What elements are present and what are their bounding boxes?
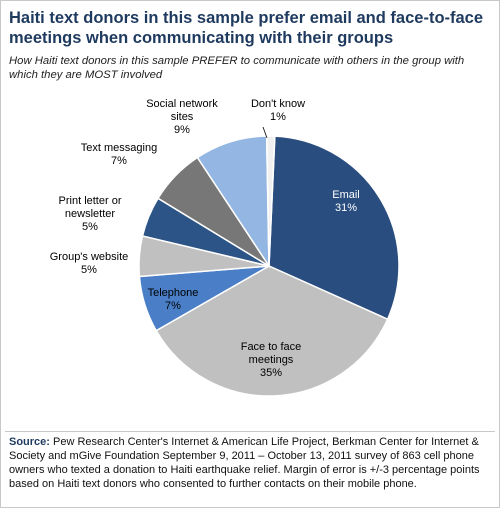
slice-label-line: 7%: [165, 300, 181, 312]
leader-line-dont-know: [262, 126, 268, 139]
slice-label-line: Text messaging: [81, 142, 157, 154]
slice-label-line: meetings: [249, 354, 294, 366]
slice-label-line: Email: [332, 189, 360, 201]
divider: [5, 431, 495, 432]
chart-title-line-1: Haiti text donors in this sample prefer …: [9, 9, 484, 27]
slice-label-line: 35%: [260, 367, 282, 379]
source-text: Pew Research Center's Internet & America…: [9, 436, 480, 490]
slice-label-telephone: Telephone 7%: [148, 287, 199, 312]
slice-label-line: newsletter: [65, 208, 115, 220]
slice-label-print-letter: Print letter or newsletter 5%: [59, 195, 122, 233]
slice-label-groups-website: Group's website 5%: [50, 251, 129, 276]
slice-label-text-messaging: Text messaging 7%: [81, 142, 157, 167]
slice-label-dont-know: Don't know 1%: [251, 98, 305, 123]
chart-subtitle: How Haiti text donors in this sample PRE…: [9, 55, 465, 81]
slice-label-line: 5%: [81, 264, 97, 276]
slice-label-email: Email 31%: [332, 189, 360, 214]
pie-slice-face-to-face: [155, 265, 389, 397]
source-label: Source:: [9, 436, 50, 448]
slice-label-face-to-face: Face to face meetings 35%: [241, 341, 302, 379]
slice-label-line: Social network: [146, 98, 218, 110]
slice-label-line: 5%: [82, 221, 98, 233]
slice-label-social-network: Social network sites 9%: [146, 98, 218, 136]
slice-label-line: 9%: [174, 124, 190, 136]
pie-slice-email: [268, 135, 400, 321]
chart-title-line-2: meetings when communicating with their g…: [9, 29, 394, 47]
pie-chart: Email 31% Face to face meetings 35% Telephone…: [50, 98, 400, 397]
slice-label-line: 1%: [270, 111, 286, 123]
slice-label-line: Don't know: [251, 98, 305, 110]
chart-title: Haiti text donors in this sample prefer …: [9, 8, 489, 48]
slice-label-line: Group's website: [50, 251, 129, 263]
slice-label-line: sites: [171, 111, 194, 123]
slice-label-line: 31%: [335, 202, 357, 214]
slice-label-line: Face to face: [241, 341, 302, 353]
slice-label-line: Telephone: [148, 287, 199, 299]
slice-label-line: Print letter or: [59, 195, 122, 207]
source-note: Source: Pew Research Center's Internet &…: [9, 435, 495, 491]
slice-label-line: 7%: [111, 155, 127, 167]
